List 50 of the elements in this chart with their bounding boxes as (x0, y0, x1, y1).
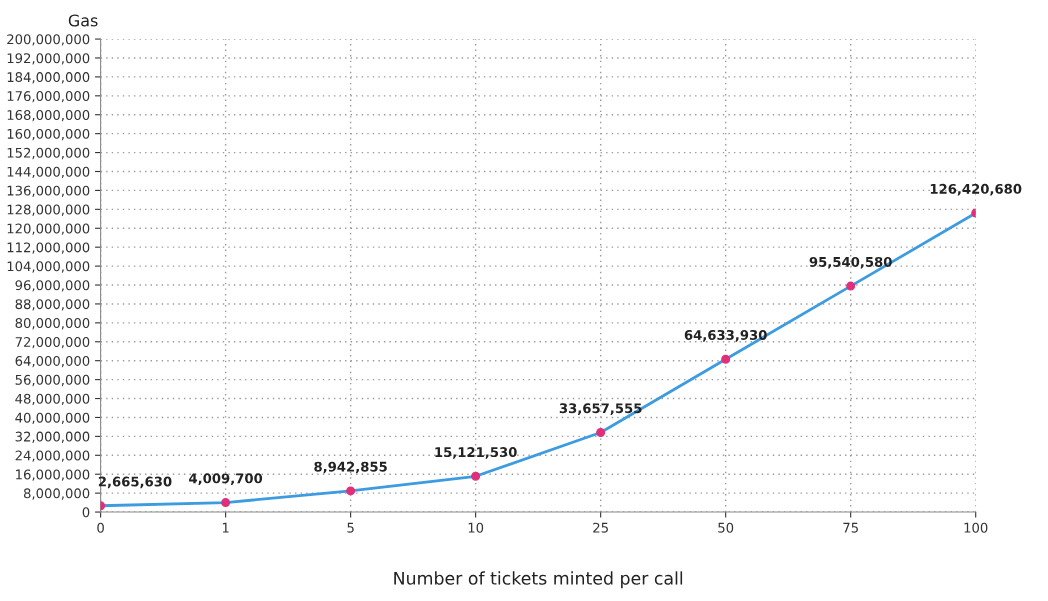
point (721, 354, 731, 364)
x-tick-label: 5 (347, 522, 354, 533)
data-label: 95,540,580 (809, 256, 892, 269)
x-tick-label: 10 (468, 522, 484, 533)
data-label: 15,121,530 (435, 447, 517, 459)
y-tick-label: 24,000,000 (15, 450, 90, 462)
y-tick-label: 40,000,000 (15, 412, 90, 424)
y-tick-label: 8,000,000 (23, 488, 90, 500)
data-label: 33,657,555 (559, 403, 642, 415)
point (846, 281, 856, 291)
y-tick-label: 16,000,000 (16, 469, 90, 481)
point (471, 471, 481, 481)
data-label: 64,633,930 (684, 329, 767, 342)
point (596, 427, 606, 437)
data-label: 2,665,630 (98, 476, 172, 489)
y-tick-label: 88,000,000 (15, 299, 90, 311)
y-tick-label: 72,000,000 (15, 337, 90, 349)
y-tick-label: 144,000,000 (7, 166, 90, 179)
x-axis-title: Number of tickets minted per call (394, 571, 683, 589)
y-tick-label: 184,000,000 (7, 72, 90, 84)
y-tick-label: 120,000,000 (7, 223, 90, 235)
point (346, 486, 356, 496)
y-tick-label: 96,000,000 (15, 280, 90, 292)
y-tick-label: 64,000,000 (15, 355, 90, 368)
x-tick-label: 75 (843, 522, 858, 533)
point (221, 498, 231, 508)
data-label: 4,009,700 (189, 473, 263, 486)
y-axis-title: Gas (68, 14, 98, 27)
y-tick-label: 168,000,000 (7, 109, 90, 122)
y-tick-label: 32,000,000 (15, 431, 90, 443)
y-tick-label: 0 (82, 507, 90, 518)
data-label: 126,420,680 (930, 183, 1022, 196)
x-tick-label: 100 (964, 522, 988, 533)
y-tick-label: 200,000,000 (7, 34, 90, 46)
y-tick-label: 192,000,000 (7, 53, 90, 65)
y-tick-label: 80,000,000 (15, 318, 90, 330)
y-tick-label: 112,000,000 (7, 242, 90, 254)
x-tick-label: 25 (593, 522, 608, 533)
y-tick-label: 176,000,000 (7, 91, 90, 103)
y-tick-label: 128,000,000 (7, 204, 90, 216)
x-tick-label: 0 (97, 522, 104, 533)
y-tick-label: 56,000,000 (15, 374, 90, 387)
y-tick-label: 160,000,000 (7, 128, 90, 141)
x-tick-label: 50 (718, 522, 734, 533)
x-tick-label: 1 (222, 522, 229, 533)
data-label: 8,942,855 (314, 461, 387, 474)
y-tick-label: 48,000,000 (15, 393, 90, 406)
y-tick-label: 136,000,000 (7, 185, 90, 197)
y-tick-label: 152,000,000 (7, 147, 90, 160)
y-tick-label: 104,000,000 (7, 261, 90, 273)
